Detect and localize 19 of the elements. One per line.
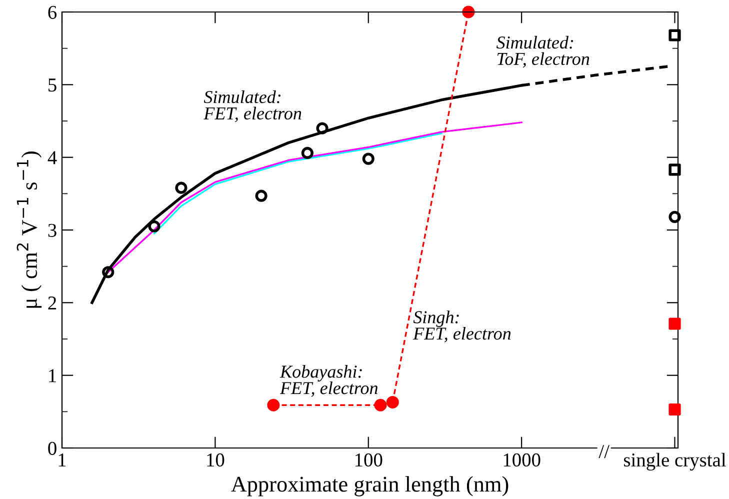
y-tick-label: 0 [48,442,56,455]
annotation: Simulated: ToF, electron [496,36,590,68]
y-tick-label: 5 [48,78,56,92]
y-tick-label: 1 [49,369,56,382]
y-tick-label: 6 [48,6,57,19]
x-tick-label: single crystal [624,452,726,471]
y-axis-title: μ ( cm$^{2}$ V$^{−1}$ s$^{−1}$) [16,152,42,308]
x-tick-label: 100 [356,453,382,467]
annotation: Kobayashi: FET, electron [280,365,378,397]
annotation: // [598,445,610,458]
x-tick-label: 10 [207,453,224,467]
x-tick-label: 1 [58,454,66,466]
annotation: Singh: FET, electron [413,310,511,342]
y-tick-label: 2 [48,296,56,310]
x-axis-title: Approximate grain length (nm) [231,476,508,496]
x-tick-label: 1000 [504,453,540,467]
annotation: Simulated: FET, electron [204,90,302,122]
y-tick-label: 4 [48,151,57,164]
y-tick-label: 3 [48,224,56,237]
